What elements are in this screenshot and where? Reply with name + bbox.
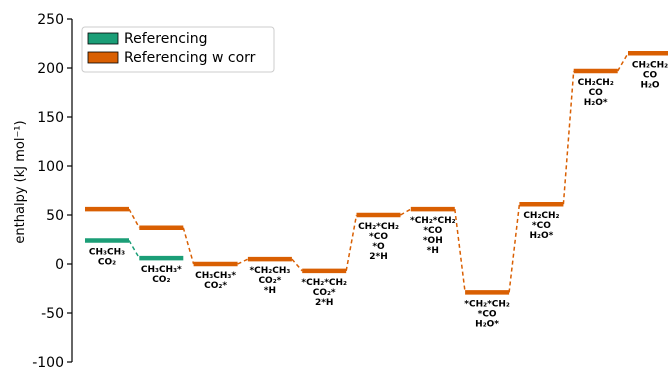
state-label: 2*H (369, 252, 388, 262)
state-label: CO₂ (152, 275, 170, 285)
y-tick-label: 50 (46, 208, 64, 224)
state-label: CH₂CH₂ (632, 60, 668, 70)
legend-swatch-referencing-w-corr (87, 51, 119, 64)
state-label: CH₂CH₂ (578, 78, 614, 88)
legend-label-referencing-w-corr: Referencing w corr (124, 50, 256, 66)
state-label: CH₃CH₃ (89, 247, 125, 257)
y-tick-label: 200 (37, 61, 64, 77)
y-axis: -100 -50 0 50 100 150 200 250 (32, 12, 73, 368)
state-label: *CH₂CH₃ (249, 266, 290, 276)
y-axis-title: enthalpy (kJ mol⁻¹) (13, 120, 28, 243)
state-label: CO₂* (204, 281, 227, 291)
connector-line (345, 214, 358, 271)
state-label: *CO (478, 309, 497, 319)
connector-lines (128, 52, 629, 293)
y-tick-label: 250 (37, 12, 64, 28)
state-label: 2*H (315, 298, 334, 308)
legend: Referencing Referencing w corr (81, 26, 275, 73)
state-label: *CH₂*CH₂ (301, 278, 347, 288)
state-label: CO₂* (313, 288, 336, 298)
state-label: *CO (369, 232, 388, 242)
state-label: H₂O (640, 80, 659, 90)
state-label: *H (427, 246, 439, 256)
connector-line (237, 258, 249, 265)
connector-line (508, 204, 521, 293)
state-label: CO (589, 88, 604, 98)
state-label: H₂O* (584, 98, 608, 108)
energy-levels (85, 51, 668, 295)
y-tick-label: 0 (55, 257, 64, 273)
state-label: *CH₂*CH₂ (464, 299, 510, 309)
state-label: CH₂CH₂ (523, 211, 559, 221)
state-label: CO₂ (98, 257, 116, 267)
connector-line (128, 208, 140, 229)
y-tick-label: 100 (37, 159, 64, 175)
state-label: *OH (423, 236, 443, 246)
connector-line (454, 209, 466, 293)
connector-line (400, 208, 412, 216)
connector-line (617, 52, 629, 72)
state-label: CH₃CH₃* (195, 271, 236, 281)
y-tick-label: 150 (37, 110, 64, 126)
legend-swatch-referencing (87, 32, 119, 45)
legend-label-referencing: Referencing (124, 31, 208, 47)
legend-frame (81, 26, 275, 73)
state-label: *CO (532, 221, 551, 231)
state-label: CH₃CH₃* (141, 265, 182, 275)
connector-line (291, 258, 303, 272)
y-tick-label: -100 (32, 355, 64, 368)
state-label: *O (372, 242, 385, 252)
state-label: *H (264, 286, 276, 296)
state-label: *CH₂*CH₂ (410, 216, 456, 226)
state-label: *CO (423, 226, 442, 236)
state-label: H₂O* (529, 231, 553, 241)
state-label: CH₂*CH₂ (358, 222, 399, 232)
y-tick-label: -50 (41, 306, 64, 322)
state-label: H₂O* (475, 319, 499, 329)
connector-line (182, 227, 195, 265)
state-label: CO (643, 70, 658, 80)
connector-line (562, 70, 575, 205)
connector-line (128, 240, 140, 259)
state-label: CO₂* (258, 276, 281, 286)
